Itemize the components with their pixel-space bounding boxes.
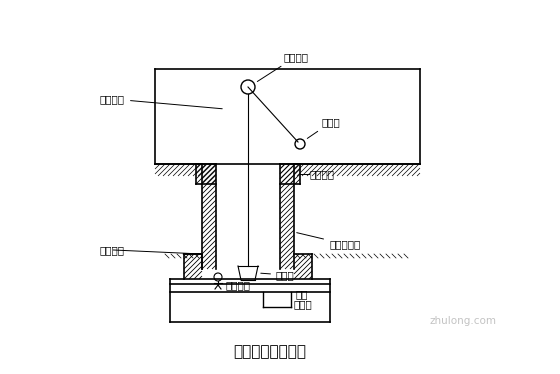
Text: 集水坑: 集水坑 [293,299,312,309]
Text: zhulong.com: zhulong.com [430,316,497,326]
Text: 锁口井圈: 锁口井圈 [310,169,335,179]
Text: 出渣筒: 出渣筒 [261,270,295,280]
Text: 水泵: 水泵 [295,289,307,299]
Text: 坚硬岩层: 坚硬岩层 [100,245,125,255]
Text: 现浇砼护壁: 现浇砼护壁 [297,233,360,249]
Text: 作业人员: 作业人员 [226,280,251,290]
Text: 挖孔桩施工示意图: 挖孔桩施工示意图 [234,344,306,359]
Text: 转向滑轮: 转向滑轮 [258,52,308,82]
Text: 卷扬机: 卷扬机 [307,117,340,138]
Text: 雨棚支架: 雨棚支架 [100,94,222,109]
